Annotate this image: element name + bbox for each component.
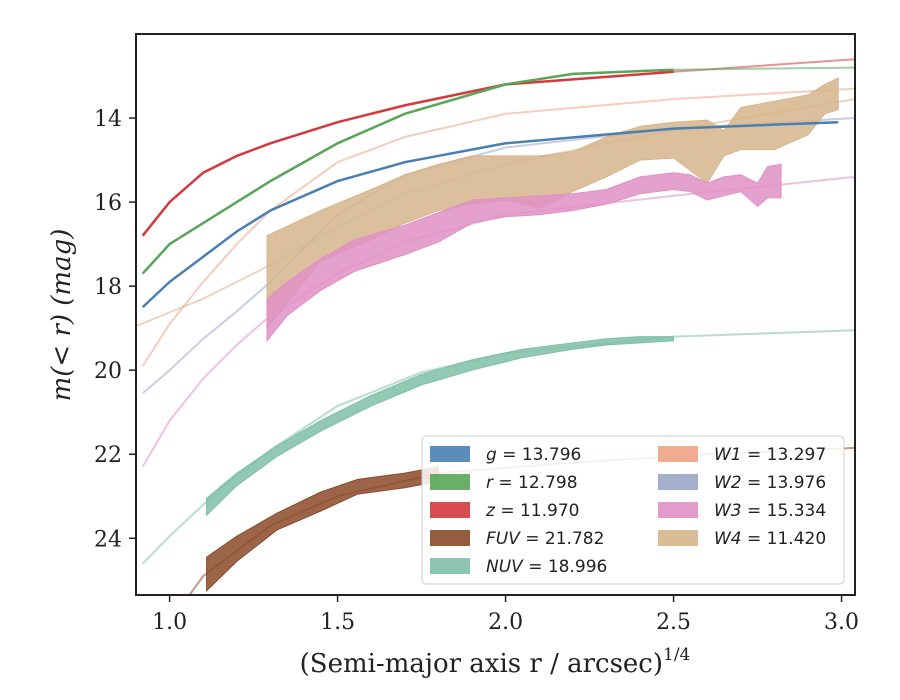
legend-label-z: z = 11.970 (485, 501, 579, 521)
x-tick-label: 1.0 (152, 610, 187, 635)
x-tick-label: 3.0 (824, 610, 859, 635)
data-band-fuv (206, 466, 439, 592)
x-tick-label: 2.0 (488, 610, 523, 635)
legend-box (421, 435, 845, 585)
model-line-w3 (141, 175, 855, 468)
legend-swatch-w3 (658, 502, 698, 518)
legend-label-fuv: FUV = 21.782 (486, 529, 604, 549)
x-axis-label: (Semi-major axis r / arcsec)1/4 (300, 645, 691, 679)
data-band-nuv (206, 336, 675, 517)
y-tick-label: 20 (94, 359, 122, 384)
legend-swatch-nuv (430, 558, 470, 574)
model-line-w1 (141, 87, 855, 367)
legend-swatch-fuv (430, 530, 470, 546)
legend-label-r: r = 12.798 (486, 473, 578, 493)
y-axis-label: m(< r) (mag) (47, 229, 77, 402)
plot-area (136, 58, 855, 595)
legend-swatch-w4 (658, 530, 698, 546)
plot-frame (135, 33, 856, 596)
axis-ticks: 1.0 1.5 2.0 2.5 3.0 14 16 18 20 22 24 (94, 107, 859, 635)
legend-label-w3: W3 = 15.334 (714, 501, 826, 521)
y-tick-label: 16 (94, 191, 122, 216)
legend-swatch-w1 (658, 446, 698, 462)
data-line-g (141, 120, 839, 309)
legend-swatch-g (430, 446, 470, 462)
y-tick-label: 14 (94, 107, 122, 132)
x-tick-label: 1.5 (320, 610, 355, 635)
data-line-r (141, 68, 674, 275)
data-line-z (141, 70, 674, 237)
data-band-w3 (266, 163, 782, 343)
legend-label-g: g = 13.796 (486, 445, 581, 465)
legend-swatch-w2 (658, 474, 698, 490)
y-tick-label: 22 (94, 443, 122, 468)
y-tick-label: 18 (94, 275, 122, 300)
legend-label-w1: W1 = 13.297 (714, 445, 826, 465)
y-tick-label: 24 (94, 527, 122, 552)
legend-label-nuv: NUV = 18.996 (486, 557, 607, 577)
legend-label-w4: W4 = 11.420 (714, 529, 826, 549)
legend: g = 13.796 r = 12.798 z = 11.970 FUV = 21.7… (421, 435, 845, 585)
x-tick-label: 2.5 (656, 610, 691, 635)
legend-swatch-r (430, 474, 470, 490)
legend-swatch-z (430, 502, 470, 518)
legend-label-w2: W2 = 13.976 (714, 473, 826, 493)
